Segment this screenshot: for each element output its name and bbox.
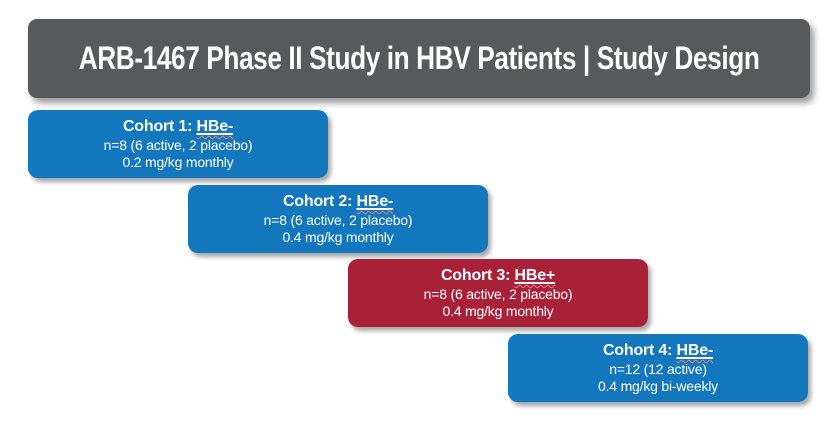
cohort-2-box: Cohort 2: HBe- n=8 (6 active, 2 placebo)… [188,185,488,253]
cohort-2-heading: Cohort 2: HBe- [188,191,488,212]
cohort-1-enrollment: n=8 (6 active, 2 placebo) [103,137,253,153]
cohort-3-enrollment: n=8 (6 active, 2 placebo) [423,286,573,302]
cohort-4-dose: 0.4 mg/kg bi-weekly [598,378,718,394]
cohort-1-heading: Cohort 1: HBe- [28,116,328,137]
cohort-1-label-prefix: Cohort 1: [122,118,197,135]
slide-title-bar: ARB-1467 Phase II Study in HBV Patients … [28,19,810,98]
spellcheck-underline: HBe- [677,342,714,359]
cohort-3-box: Cohort 3: HBe+ n=8 (6 active, 2 placebo)… [348,259,648,327]
cohort-3-hbe-term: HBe+ [514,267,556,284]
cohort-2-label-prefix: Cohort 2: [282,193,357,210]
cohort-4-hbe-term: HBe- [676,342,714,359]
spellcheck-underline: HBe+ [515,267,556,284]
cohort-3-label-prefix: Cohort 3: [440,267,515,284]
cohort-3-dose: 0.4 mg/kg monthly [442,303,554,319]
cohort-2-enrollment: n=8 (6 active, 2 placebo) [263,212,413,228]
cohort-4-label-prefix: Cohort 4: [602,342,677,359]
cohort-2-hbe-term: HBe- [356,193,394,210]
cohort-3-heading: Cohort 3: HBe+ [348,265,648,286]
spellcheck-underline: HBe- [197,118,234,135]
cohort-1-dose: 0.2 mg/kg monthly [122,154,234,170]
slide-title: ARB-1467 Phase II Study in HBV Patients … [78,40,760,76]
cohort-4-heading: Cohort 4: HBe- [508,340,808,361]
cohort-4-box: Cohort 4: HBe- n=12 (12 active) 0.4 mg/k… [508,334,808,402]
cohort-1-hbe-term: HBe- [196,118,234,135]
cohort-4-enrollment: n=12 (12 active) [609,361,707,377]
spellcheck-underline: HBe- [357,193,394,210]
cohort-1-box: Cohort 1: HBe- n=8 (6 active, 2 placebo)… [28,110,328,178]
cohort-2-dose: 0.4 mg/kg monthly [282,229,394,245]
